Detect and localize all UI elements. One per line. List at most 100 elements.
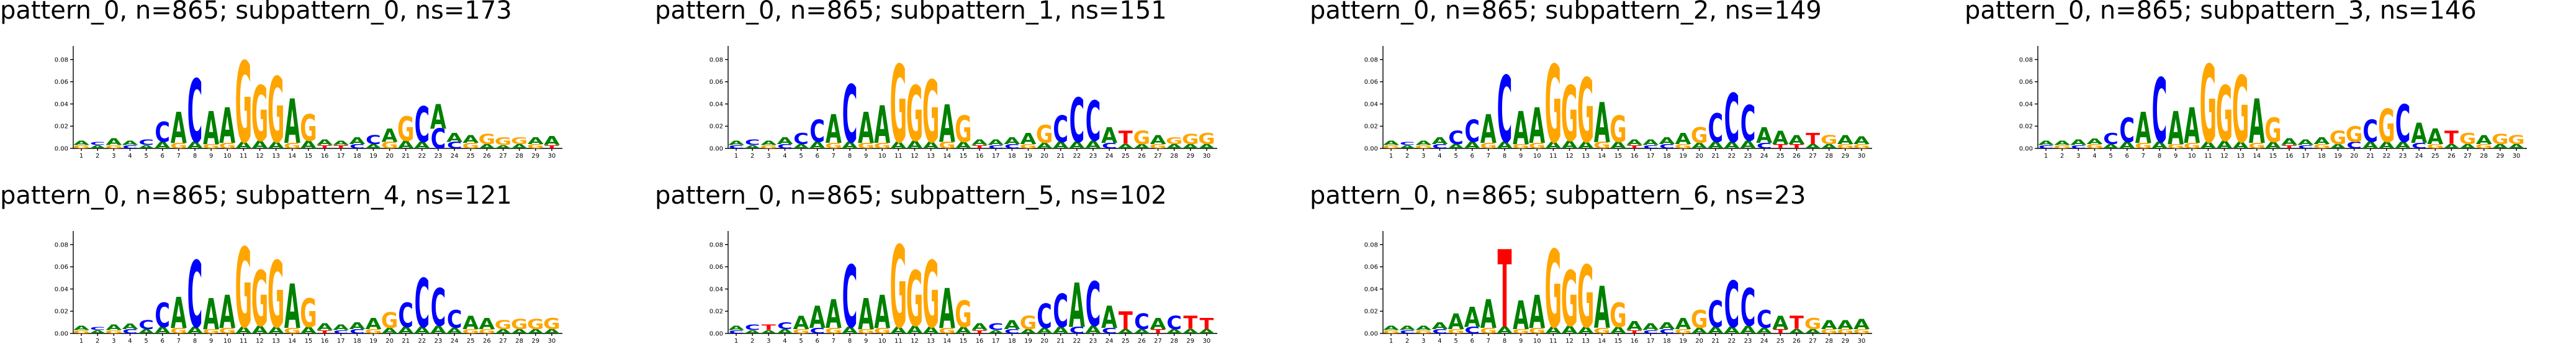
logo-letter-A: A [430,97,446,137]
logo-letter-C: C [90,326,106,332]
logo-letter-G: G [2232,58,2249,164]
logo-letter-G: G [495,319,512,332]
x-tick-label: 1 [1389,338,1393,345]
logo-letter-A: A [268,140,284,151]
x-tick-label: 16 [1631,153,1639,160]
panel-title: pattern_0, n=865; subpattern_2, ns=149 [1310,0,1822,25]
y-tick-label: 0.06 [1364,79,1378,86]
x-tick-label: 10 [2188,153,2196,160]
logo-letter-C: C [431,124,446,156]
logo-letter-G: G [2135,142,2151,150]
y-tick-label: 0.02 [1364,124,1378,130]
logo-letter-A: A [890,140,906,151]
logo-letter-C: C [155,296,170,335]
logo-letter-T: T [1119,128,1133,149]
logo-letter-A: A [1399,144,1415,150]
x-tick-label: 15 [2269,153,2277,160]
logo-letter-A: A [2313,136,2330,147]
logo-letter-A: A [1431,321,1448,332]
logo-letter-A: A [1117,328,1133,335]
y-tick-label: 0.08 [55,57,68,63]
x-tick-label: 12 [256,338,264,345]
logo-letter-G: G [1691,305,1708,334]
logo-letter-G: G [2475,143,2493,150]
x-tick-label: 10 [878,153,886,160]
logo-letter-G: G [939,140,956,151]
logo-letter-A: A [1020,130,1036,147]
logo-letter-A: A [777,328,793,335]
logo-letter-A: A [1821,319,1838,332]
logo-letter-A: A [1562,139,1578,152]
logo-letter-A: A [511,143,528,150]
logo-letter-C: C [1166,313,1182,334]
logo-letter-C: C [1086,270,1101,341]
logo-letter-G: G [1545,229,1562,353]
panel-title: pattern_0, n=865; subpattern_1, ns=151 [655,0,1167,25]
x-tick-label: 2 [750,153,754,160]
x-tick-label: 11 [2204,153,2212,160]
logo-letter-A: A [1464,140,1480,151]
logo-letter-A: A [1004,319,1020,332]
y-tick-label: 0.04 [55,101,68,108]
logo-letter-G: G [1415,329,1432,335]
logo-letter-A: A [2103,143,2119,150]
logo-letter-C: C [366,133,381,147]
logo-letter-A: A [382,125,399,147]
logo-letter-C: C [447,305,462,334]
logo-letter-A: A [1383,325,1399,332]
logo-letter-A: A [1610,140,1626,151]
x-tick-label: 11 [894,153,903,160]
logo-letter-T: T [1773,143,1788,150]
logo-letter-G: G [2184,142,2200,150]
logo-letter-G: G [2346,122,2363,147]
logo-letter-C: C [1708,294,1723,336]
logo-letter-A: A [2233,140,2249,151]
logo-panel: pattern_0, n=865; subpattern_0, ns=173 0.… [0,0,652,177]
x-tick-label: 29 [1186,338,1194,345]
x-tick-label: 27 [499,338,507,345]
sequence-logo-chart: 0.000.020.040.060.081 2 3 4 5 6 7 8 9 10 11 12 13 14 1… [55,40,562,168]
logo-letter-A: A [122,322,138,331]
x-tick-label: 30 [2513,153,2521,160]
x-tick-label: 4 [2092,153,2096,160]
x-tick-label: 20 [2350,153,2358,160]
x-tick-label: 12 [1565,153,1574,160]
x-tick-label: 4 [1438,153,1441,160]
x-tick-label: 1 [734,338,738,345]
logo-letter-A: A [1020,328,1036,335]
x-tick-label: 3 [767,338,770,345]
logo-letter-A: A [1626,138,1643,147]
logo-letter-A: A [235,325,251,336]
x-tick-label: 25 [1777,153,1785,160]
logo-letter-A: A [1659,136,1675,147]
logo-letter-C: C [1643,329,1659,335]
logo-letter-C: C [398,296,413,335]
logo-letter-G: G [365,328,382,335]
logo-letter-G: G [1561,256,1578,345]
logo-letter-A: A [1708,140,1724,151]
logo-letter-C: C [1464,325,1480,336]
logo-letter-A: A [349,136,365,147]
logo-letter-G: G [479,132,496,148]
x-tick-label: 5 [1454,153,1457,160]
logo-letter-A: A [544,134,561,148]
x-tick-label: 17 [1647,338,1655,345]
x-tick-label: 21 [1056,153,1065,160]
logo-letter-A: A [793,313,810,334]
logo-letter-C: C [2119,111,2135,150]
logo-letter-G: G [2086,143,2104,150]
logo-letter-A: A [155,325,171,336]
logo-letter-C: C [2412,142,2427,150]
logo-letter-C: C [2346,140,2362,151]
logo-letter-G: G [1577,61,1595,163]
logo-letter-A: A [2411,119,2428,150]
logo-letter-A: A [809,300,826,335]
logo-letter-A: A [73,325,89,332]
logo-letter-A: A [1150,315,1166,332]
x-tick-label: 8 [1503,153,1506,160]
x-tick-label: 25 [1122,338,1130,345]
panel-title: pattern_0, n=865; subpattern_0, ns=173 [0,0,512,25]
logo-letter-C: C [1708,106,1723,152]
logo-letter-G: G [1166,136,1183,147]
x-tick-label: 10 [1533,338,1541,345]
